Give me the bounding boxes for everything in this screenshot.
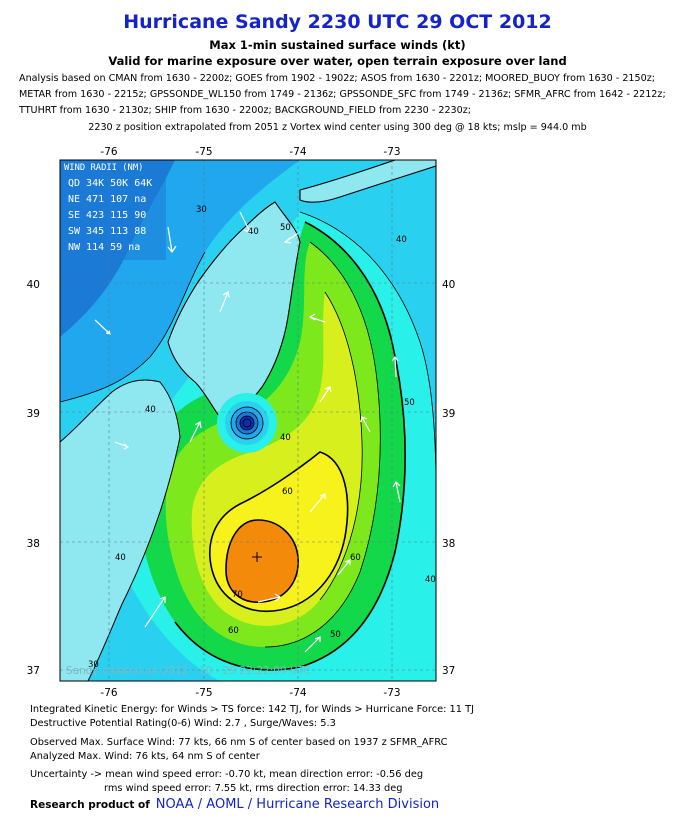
- wind-radii-header: QD 34K 50K 64K: [68, 178, 152, 189]
- land-delmarva: [60, 379, 181, 681]
- contour-lines: [174, 221, 406, 671]
- contour-label-30-nw: 30: [196, 205, 207, 215]
- uncertainty-rms-text: rms wind speed error: 7.55 kt, rms direc…: [104, 783, 403, 794]
- contour-label-60-se: 60: [350, 553, 361, 563]
- lon-tick-bottom-76: -76: [100, 687, 117, 699]
- subtitle-winds: Max 1-min sustained surface winds (kt): [209, 38, 466, 52]
- wind-radii-title: WIND RADII (NM): [64, 163, 143, 173]
- wind-radii-row-se: SE 423 115 90: [68, 210, 146, 221]
- contour-label-50-e: 50: [404, 398, 415, 408]
- position-line: 2230 z position extrapolated from 2051 z…: [88, 122, 587, 133]
- contour-label-40-w: 40: [145, 405, 156, 415]
- contour-label-40-ne: 40: [396, 235, 407, 245]
- lat-tick-right-37: 37: [442, 665, 455, 677]
- contour-label-50-s: 50: [330, 630, 341, 640]
- lat-tick-left-38: 38: [27, 538, 40, 550]
- max-wind-marker: [252, 552, 262, 562]
- wind-map: -76 -75 -74 -73 -76 -75 -74 -73 40 39 38…: [0, 142, 675, 702]
- created-watermark: Sandy created on 2012 - 10 - 29 22:22:09…: [66, 665, 311, 677]
- wind-band-80: [226, 520, 299, 603]
- analysis-line-1: Analysis based on CMAN from 1630 - 2200z…: [19, 73, 656, 84]
- land-new-jersey: [167, 201, 301, 421]
- lat-tick-left-39: 39: [27, 408, 40, 420]
- lon-tick-top-73: -73: [383, 146, 400, 158]
- wind-radii-row-ne: NE 471 107 na: [68, 194, 146, 205]
- contour-lines-thin: [60, 211, 436, 648]
- wind-vectors: [94, 211, 401, 653]
- noaa-aoml-hrd-link[interactable]: NOAA / AOML / Hurricane Research Divisio…: [155, 797, 440, 812]
- lon-tick-bottom-75: -75: [195, 687, 212, 699]
- lat-tick-left-40: 40: [27, 279, 40, 291]
- graticule: [60, 160, 436, 681]
- research-credit: Research product of NOAA / AOML / Hurrica…: [30, 797, 439, 812]
- lon-tick-top-74: -74: [289, 146, 306, 158]
- wind-radii-table: WIND RADII (NM) QD 34K 50K 64K NE 471 10…: [60, 160, 166, 260]
- map-frame: [59, 159, 437, 682]
- lat-tick-left-37: 37: [27, 665, 40, 677]
- lat-tick-right-39: 39: [442, 408, 455, 420]
- research-label: Research product of: [30, 799, 150, 811]
- contour-label-60-mid: 60: [282, 487, 293, 497]
- lon-tick-top-75: -75: [195, 146, 212, 158]
- contour-label-40-eye: 40: [280, 433, 291, 443]
- page-title: Hurricane Sandy 2230 UTC 29 OCT 2012: [123, 11, 552, 33]
- wind-radii-row-sw: SW 345 113 88: [68, 226, 146, 237]
- analyzed-max-wind-text: Analyzed Max. Wind: 76 kts, 64 nm S of c…: [30, 751, 260, 762]
- contour-label-40-se: 40: [425, 575, 436, 585]
- kinetic-energy-text: Integrated Kinetic Energy: for Winds > T…: [30, 704, 474, 715]
- contour-label-30-s: 30: [88, 660, 99, 670]
- contour-label-50-n: 50: [280, 223, 291, 233]
- land-long-island: [299, 160, 436, 203]
- analysis-line-3: TTUHRT from 1630 - 2130z; SHIP from 1630…: [19, 105, 472, 116]
- contour-label-40-sw: 40: [115, 553, 126, 563]
- wind-radii-row-nw: NW 114 59 na: [68, 242, 140, 253]
- lat-tick-right-40: 40: [442, 279, 455, 291]
- contour-field: 30 40 40 40 40 40 50 50 50 60 60 60 70 4…: [60, 160, 436, 681]
- lon-tick-bottom-73: -73: [383, 687, 400, 699]
- uncertainty-mean-text: Uncertainty -> mean wind speed error: -0…: [30, 769, 424, 780]
- lon-tick-top-76: -76: [100, 146, 117, 158]
- observed-max-wind-text: Observed Max. Surface Wind: 77 kts, 66 n…: [30, 737, 448, 748]
- contour-label-70: 70: [232, 590, 243, 600]
- contour-label-40-nj: 40: [248, 227, 259, 237]
- subtitle-exposure: Valid for marine exposure over water, op…: [108, 54, 567, 68]
- contour-label-group: 30 40 40 40 40 40 50 50 50 60 60 60 70 4…: [88, 205, 436, 670]
- storm-eye: [217, 393, 277, 453]
- lat-tick-right-38: 38: [442, 538, 455, 550]
- analysis-line-2: METAR from 1630 - 2215z; GPSSONDE_WL150 …: [19, 89, 666, 100]
- contour-label-60-sw: 60: [228, 626, 239, 636]
- wind-map-svg: -76 -75 -74 -73 -76 -75 -74 -73 40 39 38…: [27, 146, 456, 699]
- destructive-potential-text: Destructive Potential Rating(0-6) Wind: …: [30, 718, 336, 729]
- lon-tick-bottom-74: -74: [289, 687, 306, 699]
